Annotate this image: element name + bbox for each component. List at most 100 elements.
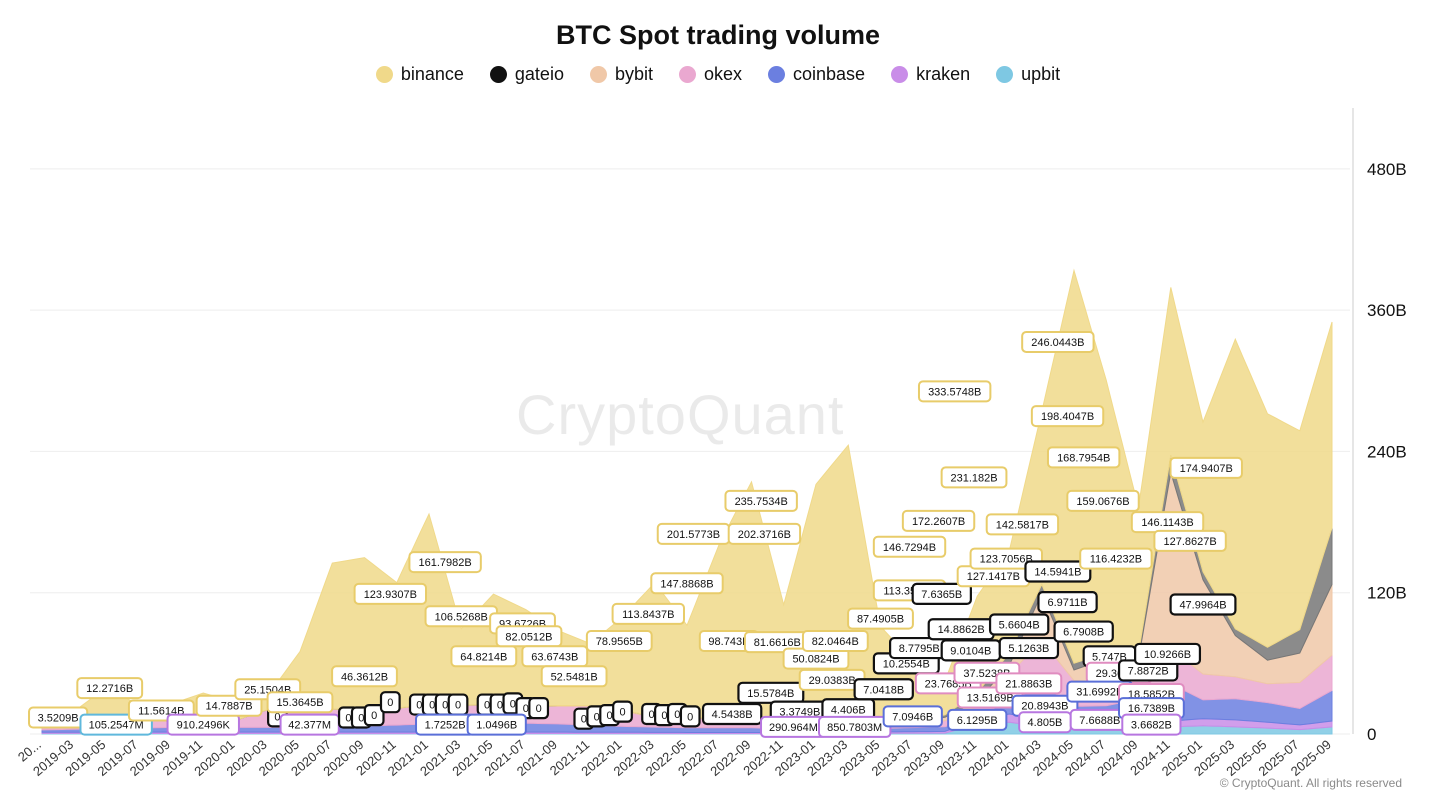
- legend-dot-coinbase: [768, 66, 786, 83]
- data-label-text: 168.7954B: [1057, 452, 1110, 464]
- data-label-box: [801, 629, 869, 652]
- data-label-text: 0: [536, 703, 542, 715]
- legend-dot-okex: [678, 66, 696, 83]
- data-label: 8.7795B: [888, 636, 950, 660]
- data-label-text: 0: [484, 700, 490, 712]
- data-label-box: [1037, 591, 1098, 614]
- data-label: 4.406B: [821, 698, 876, 721]
- legend-item-coinbase[interactable]: coinbase: [768, 64, 865, 85]
- data-label-box: [724, 489, 798, 512]
- data-label-box: [985, 513, 1060, 536]
- data-label: 7.0946B: [882, 705, 943, 728]
- data-label-text: 146.7294B: [883, 542, 936, 554]
- data-label: 82.0512B: [495, 625, 563, 648]
- data-label-text: 0: [497, 700, 503, 712]
- legend-item-kraken[interactable]: kraken: [891, 64, 970, 85]
- data-label: 168.7954B: [1046, 446, 1121, 469]
- data-label: 0: [379, 691, 401, 714]
- data-label-text: 15.5784B: [747, 688, 794, 700]
- data-label-text: 8.7795B: [899, 643, 940, 655]
- data-label-text: 82.0464B: [812, 636, 859, 648]
- data-label-text: 29.0383B: [809, 675, 856, 687]
- data-label-text: 1.7252B: [425, 720, 466, 732]
- data-label: 52.5481B: [540, 665, 608, 688]
- data-label-box: [379, 691, 401, 714]
- data-label-box: [988, 613, 1050, 636]
- data-label-box: [408, 551, 482, 574]
- data-label: 82.0464B: [801, 629, 869, 652]
- data-label: 6.1295B: [947, 708, 1008, 731]
- data-label: 21.8863B: [995, 672, 1063, 695]
- data-label-text: 106.5268B: [435, 611, 488, 623]
- y-tick-label: 0: [1367, 725, 1376, 744]
- data-label-text: 0: [455, 700, 461, 712]
- data-label-box: [266, 691, 334, 714]
- legend-item-bybit[interactable]: bybit: [589, 64, 653, 85]
- data-label: 231.182B: [940, 466, 1008, 489]
- data-label: 127.8627B: [1153, 529, 1227, 552]
- data-label: 7.6365B: [911, 582, 972, 605]
- data-label: 98.743B: [698, 629, 760, 652]
- data-label: 7.0418B: [853, 678, 914, 701]
- data-label-text: 50.0824B: [792, 654, 839, 666]
- data-label-text: 161.7982B: [419, 557, 472, 569]
- legend-item-upbit[interactable]: upbit: [996, 64, 1060, 85]
- data-label-text: 0: [619, 707, 625, 719]
- data-label-text: 159.0676B: [1076, 496, 1129, 508]
- data-label-text: 0: [648, 709, 654, 721]
- data-label-text: 20.8943B: [1021, 701, 1068, 713]
- data-label: 1.0496B: [466, 713, 527, 736]
- data-label: 910.2496K: [166, 713, 240, 736]
- data-label-box: [76, 677, 144, 700]
- data-label-text: 10.2554B: [883, 658, 930, 670]
- data-label-text: 42.377M: [288, 720, 331, 732]
- data-label-text: 202.3716B: [738, 529, 791, 541]
- data-label: 10.9266B: [1134, 642, 1202, 666]
- data-label-box: [585, 629, 653, 652]
- data-label-box: [701, 702, 763, 726]
- data-label-text: 46.3612B: [341, 671, 388, 683]
- data-label-box: [940, 466, 1008, 489]
- legend-item-okex[interactable]: okex: [678, 64, 742, 85]
- data-label-box: [1046, 446, 1121, 469]
- data-label-text: 7.6688B: [1079, 715, 1120, 727]
- legend-item-gateio[interactable]: gateio: [489, 64, 564, 85]
- data-label-text: 0: [687, 711, 693, 723]
- data-label: 147.8868B: [650, 572, 724, 595]
- data-label: 146.1143B: [1130, 511, 1205, 534]
- data-label: 5.6604B: [988, 613, 1050, 636]
- data-label: 142.5817B: [985, 513, 1060, 536]
- data-label-text: 105.2547M: [89, 720, 144, 732]
- data-label-text: 9.0104B: [950, 645, 991, 657]
- data-label-box: [727, 522, 802, 545]
- data-label-text: 231.182B: [950, 472, 997, 484]
- data-label: 64.8214B: [450, 645, 518, 668]
- data-label-text: 64.8214B: [460, 651, 507, 663]
- data-label: 333.5748B: [917, 380, 992, 403]
- data-label-text: 0: [429, 700, 435, 712]
- data-label: 116.4232B: [1079, 547, 1153, 570]
- y-tick-label: 240B: [1367, 442, 1407, 461]
- data-label-box: [1153, 529, 1227, 552]
- data-label: 46.3612B: [331, 665, 398, 688]
- data-label-box: [847, 607, 914, 630]
- legend-dot-bybit: [589, 66, 607, 83]
- data-label-text: 5.6604B: [999, 620, 1040, 632]
- data-label-text: 0: [674, 709, 680, 721]
- data-label-text: 13.5169B: [967, 693, 1014, 705]
- data-label: 0: [447, 693, 469, 716]
- data-label: 3.6682B: [1121, 713, 1182, 736]
- data-label-text: 7.8872B: [1128, 665, 1169, 677]
- data-label-text: 15.3645B: [276, 697, 323, 709]
- data-label-text: 14.8862B: [938, 624, 985, 636]
- legend-dot-kraken: [891, 66, 909, 83]
- data-label-text: 0: [387, 697, 393, 709]
- data-label-text: 12.2716B: [86, 683, 133, 695]
- y-tick-label: 360B: [1367, 301, 1407, 320]
- data-label-text: 0: [442, 700, 448, 712]
- legend-item-binance[interactable]: binance: [375, 64, 464, 85]
- data-label: 5.1263B: [998, 636, 1060, 660]
- legend-dot-gateio: [489, 66, 507, 83]
- data-label-box: [853, 678, 914, 701]
- data-label-text: 0: [416, 700, 422, 712]
